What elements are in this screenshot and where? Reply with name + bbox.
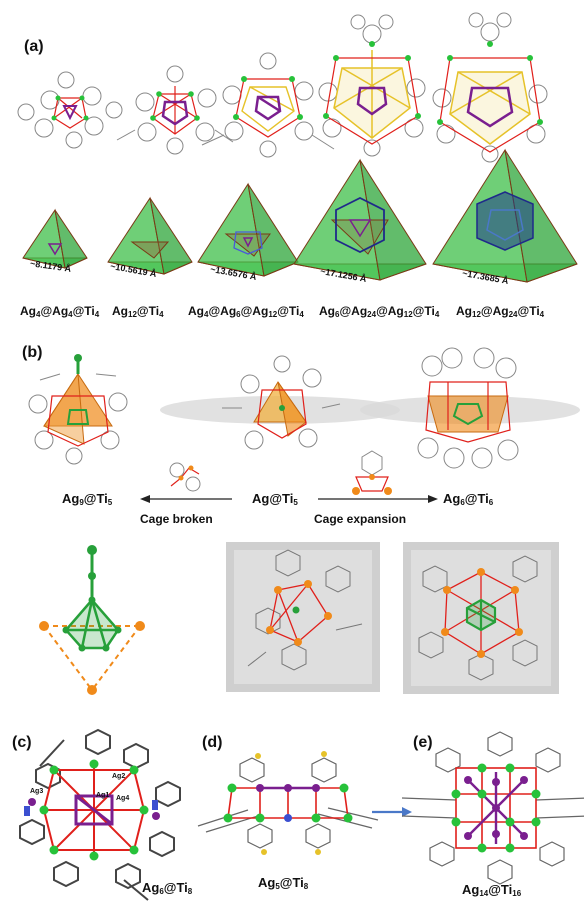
cluster-structure-2 (116, 65, 234, 155)
ag6-ti6-detail (403, 542, 559, 694)
panel-b-detail-row (39, 542, 559, 695)
panel-a-tetrahedra-row (22, 148, 578, 283)
formula-a-3: Ag4@Ag6@Ag12@Ti4 (188, 304, 304, 319)
tetrahedron-2 (107, 196, 193, 275)
atom-label-ag1: Ag1 (96, 792, 110, 799)
linker-molecule-right (352, 450, 392, 495)
formula-ag14-ti16: Ag14@Ti16 (462, 882, 522, 898)
formula-ag6-ti6: Ag6@Ti6 (443, 491, 494, 507)
tetrahedron-1 (22, 208, 88, 269)
arrow-d-to-e (372, 807, 412, 817)
ag5-ti8-structure (197, 751, 379, 855)
ag14-ti16-structure (401, 731, 584, 885)
cage-broken-label: Cage broken (140, 512, 213, 526)
formula-a-4: Ag6@Ag24@Ag12@Ti4 (319, 304, 440, 319)
panel-label-e: (e) (413, 734, 433, 751)
panel-b-structures (28, 347, 580, 503)
ag-ti5-detail (226, 542, 380, 692)
formula-a-2: Ag12@Ti4 (112, 304, 164, 319)
linker-molecule-left (169, 462, 201, 492)
formula-a-5: Ag12@Ag24@Ti4 (456, 304, 545, 319)
panel-cde-structures (19, 728, 584, 901)
tetrahedron-3 (197, 182, 299, 277)
panel-label-b: (b) (22, 344, 43, 361)
atom-label-ag4: Ag4 (116, 795, 130, 802)
tetrahedron-4 (293, 158, 427, 281)
arrow-cage-expansion (318, 495, 438, 503)
formula-ag6-ti8: Ag6@Ti8 (142, 880, 193, 896)
atom-label-ag2: Ag2 (112, 773, 126, 780)
atom-label-ag3: Ag3 (30, 788, 44, 795)
ag6-ti8-structure (19, 728, 181, 901)
cluster-structure-4 (318, 14, 426, 157)
cluster-structure-5 (432, 12, 548, 163)
ag-ti5-structure (222, 355, 341, 450)
formula-ag-ti5: Ag@Ti5 (252, 491, 298, 507)
cluster-structure-3 (201, 52, 335, 158)
panel-a-cluster-row (17, 12, 548, 163)
tetrahedron-5 (432, 148, 578, 283)
cluster-structure-1 (17, 71, 123, 149)
cage-expansion-label: Cage expansion (314, 512, 407, 526)
panel-label-a: (a) (24, 38, 44, 55)
formula-ag5-ti8: Ag5@Ti8 (258, 875, 309, 891)
ag9-core-detail (39, 545, 145, 695)
ag9-ti5-structure (28, 354, 128, 465)
formula-ag9-ti5: Ag9@Ti5 (62, 491, 113, 507)
ag6-ti6-structure (417, 347, 519, 469)
panel-label-d: (d) (202, 734, 223, 751)
panel-label-c: (c) (12, 734, 32, 751)
arrow-cage-broken (140, 495, 232, 503)
formula-a-1: Ag4@Ag4@Ti4 (20, 304, 100, 319)
